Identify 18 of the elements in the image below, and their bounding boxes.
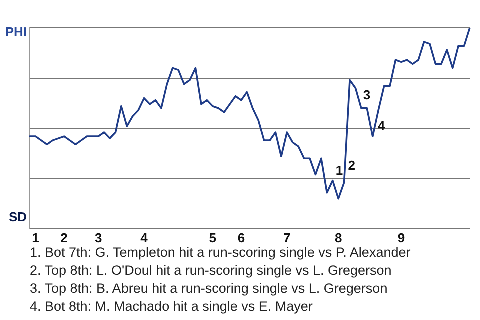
text: 3. Top 8th: B. Abreu hit a run-scoring single vs L. Gregerson <box>30 280 389 298</box>
x-tick-label: 5 <box>209 230 216 246</box>
x-tick-label: 2 <box>60 230 68 246</box>
x-tick-label: 1 <box>32 230 40 246</box>
text: 1. Bot 7th: G. Templeton hit a run-scoring single vs P. Alexander <box>30 244 411 262</box>
x-tick-label: 9 <box>398 230 406 246</box>
text: SD <box>8 210 27 225</box>
text: PHI <box>5 24 27 40</box>
annotation: 2 <box>348 158 356 173</box>
annotation: 3 <box>363 87 371 102</box>
x-tick-label: 4 <box>140 230 149 246</box>
annotation: 1 <box>336 162 344 178</box>
x-tick-label: 3 <box>94 230 102 246</box>
x-tick-label: 7 <box>284 230 291 246</box>
text: 4. Bot 8th: M. Machado hit a single vs E. Mayer <box>30 298 314 316</box>
x-tick-label: 6 <box>238 230 246 246</box>
text: 2. Top 8th: L. O'Doul hit a run-scoring single vs L. Gregerson <box>30 262 393 280</box>
x-tick-label: 8 <box>334 230 342 246</box>
